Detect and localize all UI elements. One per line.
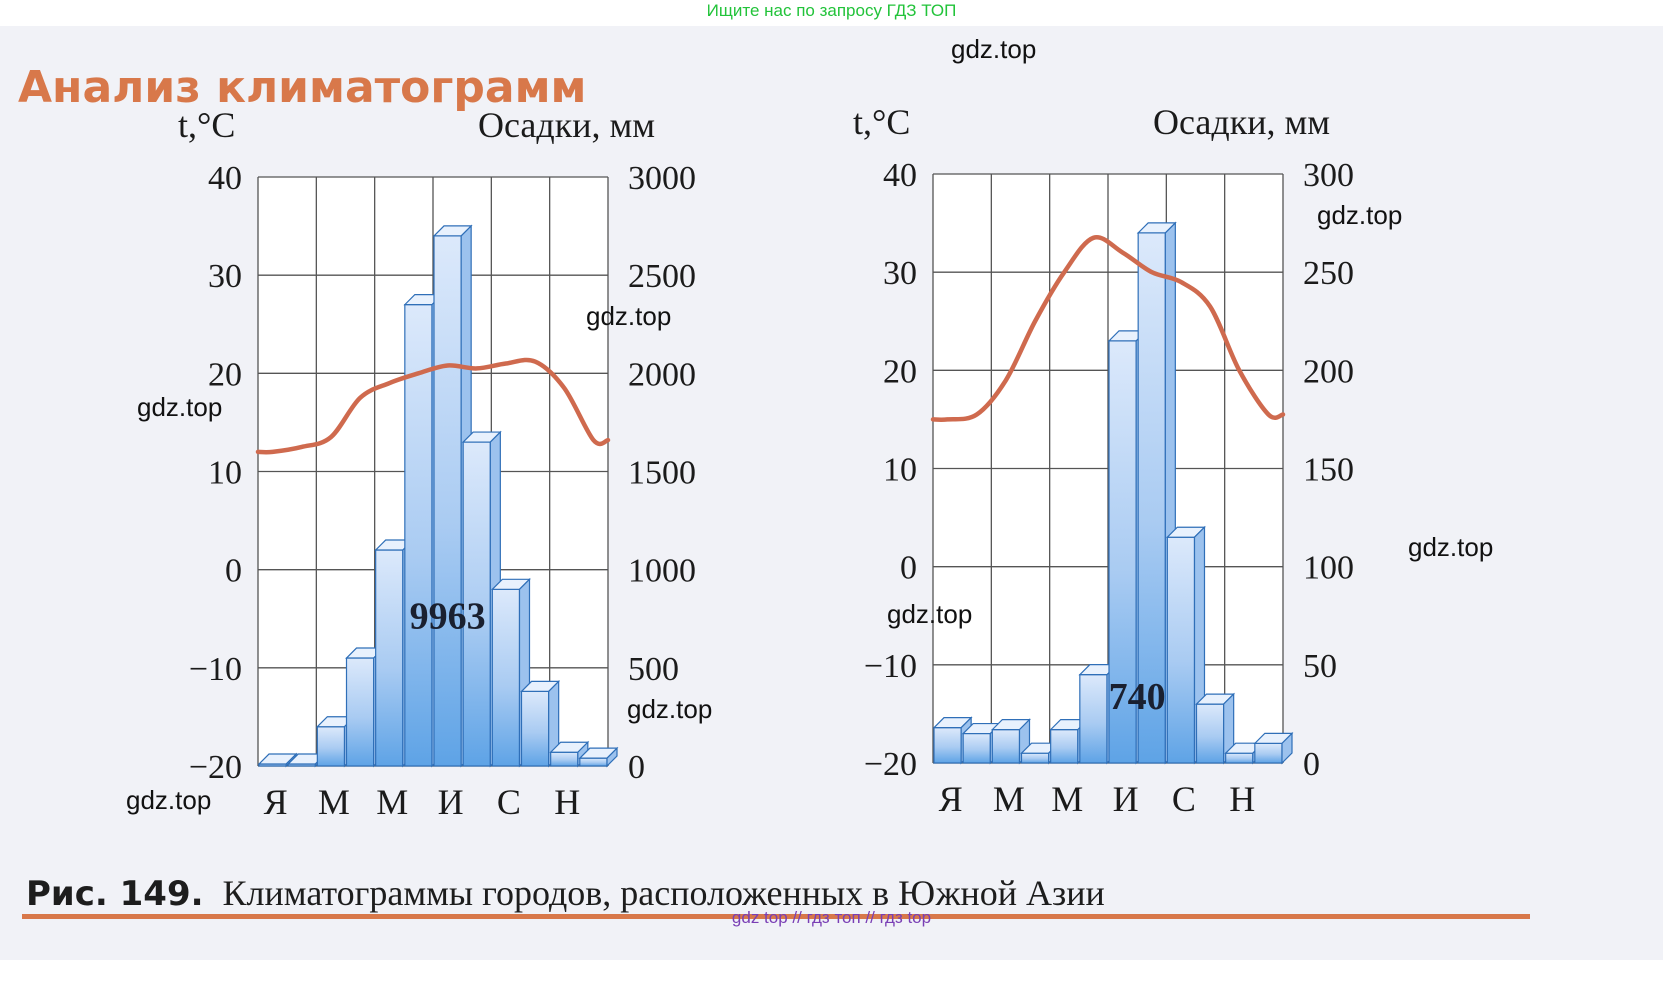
watermark: gdz.top (126, 785, 212, 815)
watermark: gdz.top (1408, 532, 1494, 562)
precip-bar (345, 657, 375, 767)
bottom-banner: gdz top // гдз топ // гдз top (731, 908, 932, 927)
climatogram-left: t,°C Осадки, мм 40 30 20 10 0 −10 −20 3000 2500 200… (178, 105, 696, 822)
month-label: И (438, 782, 464, 822)
top-banner: Ищите нас по запросу ГДЗ ТОП (706, 1, 957, 20)
watermark: gdz.top (586, 301, 672, 331)
watermark: gdz.top (951, 34, 1037, 64)
precip-bar (375, 549, 404, 767)
precip-tick-label: 500 (628, 651, 679, 688)
precip-tick-label: 0 (628, 749, 645, 786)
caption-rule (22, 914, 1530, 919)
watermark: gdz.top (627, 694, 713, 724)
temp-tick-label: 30 (208, 258, 242, 295)
precip-bar (579, 757, 608, 767)
figure-caption-text: Климатограммы городов, расположенных в Ю… (222, 873, 1105, 913)
month-label: М (376, 782, 408, 822)
watermark: gdz.top (1317, 200, 1403, 230)
precip-axis-label: Осадки, мм (478, 105, 655, 145)
precip-bar (433, 235, 462, 767)
annual-precip-total: 9963 (410, 596, 486, 638)
precip-bar (491, 588, 521, 767)
precip-tick-label: 3000 (628, 160, 696, 197)
precip-tick-label: 2500 (628, 258, 696, 295)
month-label: М (318, 782, 350, 822)
precip-bar (316, 726, 346, 767)
precip-tick-label: 2000 (628, 356, 696, 393)
temp-tick-label: 0 (225, 553, 242, 590)
figure-caption: Рис. 149. Климатограммы городов, располо… (26, 872, 1105, 914)
month-label: Я (264, 782, 288, 822)
precip-tick-label: 1000 (628, 553, 696, 590)
figure-number: Рис. 149. (26, 874, 204, 914)
month-label: Н (554, 782, 580, 822)
month-label: С (497, 782, 521, 822)
temp-tick-label: 20 (208, 356, 242, 393)
temp-tick-label: 40 (208, 160, 242, 197)
watermark: gdz.top (137, 392, 223, 422)
precip-tick-label: 1500 (628, 455, 696, 492)
precip-bar-side (606, 746, 618, 768)
textbook-page: Анализ климатограмм t,°C Осадки, мм 40 30 20… (0, 26, 1663, 960)
temp-tick-label: −20 (189, 749, 242, 786)
temp-tick-label: 10 (208, 455, 242, 492)
temp-axis-label: t,°C (178, 105, 235, 145)
page-heading: Анализ климатограмм (18, 62, 587, 113)
precip-bar (550, 751, 579, 767)
precip-bar (520, 690, 550, 767)
watermark: gdz.top (887, 599, 973, 629)
temp-tick-label: −10 (189, 651, 242, 688)
temperature-line (255, 357, 611, 455)
precip-bar (462, 441, 491, 767)
